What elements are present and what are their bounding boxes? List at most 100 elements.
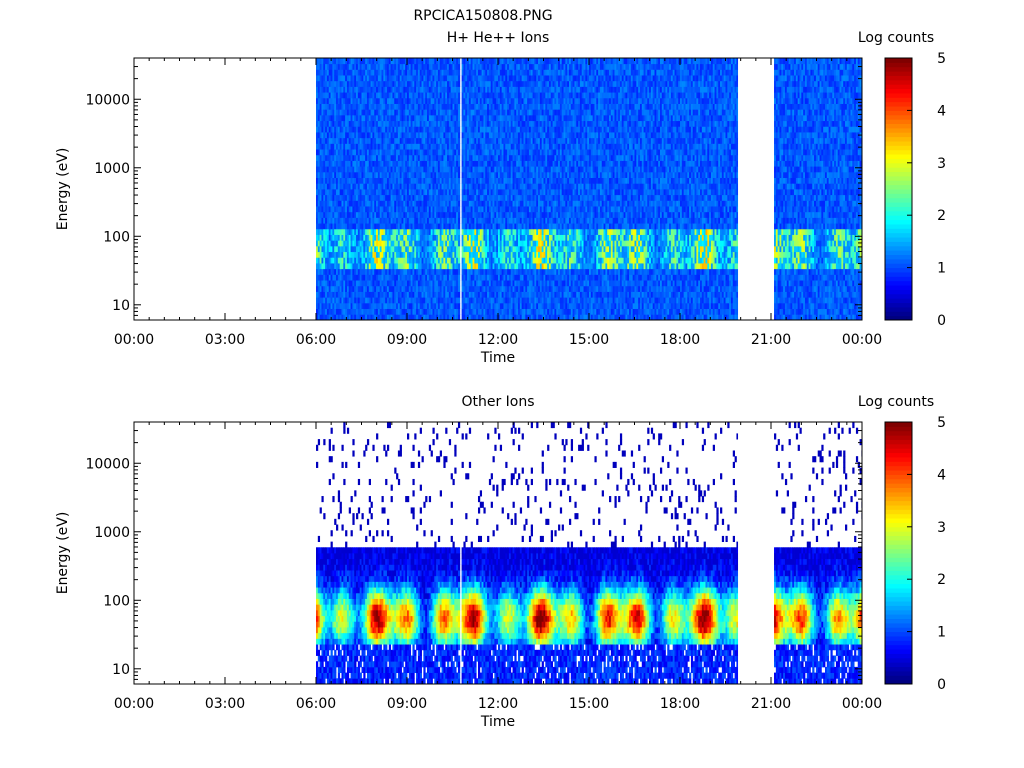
spectrogram-cell [326, 80, 330, 87]
spectrogram-cell [326, 206, 330, 213]
spectrogram-cell [328, 291, 331, 298]
spectrogram-cell [317, 274, 321, 281]
spectrogram-cell [328, 268, 331, 275]
spectrogram-cell [328, 234, 331, 241]
spectrogram-cell [341, 58, 344, 65]
spectrogram-cell [317, 63, 321, 70]
spectrogram-cell [326, 257, 330, 264]
spectrogram-cell [341, 97, 344, 104]
spectrogram-cell [343, 114, 346, 122]
spectrogram-cell [326, 302, 330, 310]
spectrogram-cell [321, 75, 324, 82]
spectrogram-cell [341, 149, 344, 156]
spectrogram-cell [345, 183, 348, 190]
spectrogram-cell [345, 103, 348, 110]
spectrogram-cell [321, 263, 324, 270]
spectrogram-cell [319, 92, 322, 99]
spectrogram-cell [337, 302, 341, 310]
spectrogram-cell [330, 120, 333, 127]
spectrogram-cell [334, 126, 337, 133]
spectrogram-cell [339, 268, 342, 275]
spectrogram-cell [334, 132, 337, 139]
spectrogram-cell [317, 109, 321, 116]
spectrogram-cell [323, 97, 326, 104]
spectrogram-cell [321, 245, 324, 253]
spectrogram-cell [348, 97, 351, 104]
spectrogram-cell [350, 314, 353, 321]
spectrogram-cell [319, 245, 322, 253]
spectrogram-cell [332, 166, 335, 173]
spectrogram-cell [336, 58, 339, 65]
spectrogram-cell [330, 183, 333, 190]
spectrogram-cell [345, 228, 348, 235]
spectrogram-cell [325, 194, 328, 201]
spectrogram-cell [346, 149, 350, 156]
spectrogram-cell [339, 280, 342, 287]
spectrogram-cell [326, 297, 330, 304]
spectrogram-cell [345, 97, 348, 104]
spectrogram-cell [325, 183, 328, 190]
spectrogram-cell [337, 92, 341, 99]
spectrogram-cell [328, 154, 331, 161]
spectrogram-cell [319, 302, 322, 310]
spectrogram-cell [343, 245, 346, 253]
spectrogram-cell [346, 251, 350, 258]
spectrogram-cell [330, 211, 333, 218]
spectrogram-cell [339, 114, 342, 122]
spectrogram-cell [350, 291, 353, 298]
spectrogram-cell [316, 274, 319, 281]
spectrogram-cell [325, 160, 328, 167]
spectrogram-cell [332, 160, 335, 167]
spectrogram-cell [317, 211, 321, 218]
spectrogram-cell [339, 69, 342, 76]
spectrogram-cell [332, 314, 335, 321]
spectrogram-cell [336, 132, 339, 139]
spectrogram-cell [328, 206, 331, 213]
spectrogram-cell [346, 206, 350, 213]
spectrogram-cell [348, 143, 351, 150]
spectrogram-cell [337, 132, 341, 139]
spectrogram-cell [316, 314, 319, 321]
spectrogram-cell [337, 80, 341, 87]
spectrogram-cell [339, 63, 342, 70]
spectrogram-cell [336, 189, 339, 196]
spectrogram-cell [328, 217, 331, 224]
spectrogram-cell [336, 285, 339, 292]
spectrogram-cell [343, 80, 346, 87]
spectrogram-cell [334, 274, 337, 281]
spectrogram-cell [328, 245, 331, 253]
spectrogram-cell [328, 251, 331, 258]
spectrogram-cell [341, 251, 344, 258]
spectrogram-cell [321, 302, 324, 310]
spectrogram-cell [350, 223, 353, 230]
spectrogram-cell [316, 280, 319, 287]
spectrogram-cell [326, 86, 330, 93]
spectrogram-cell [317, 280, 321, 287]
spectrogram-cell [341, 80, 344, 87]
spectrogram-cell [341, 228, 344, 235]
spectrogram-cell [336, 228, 339, 235]
spectrogram-cell [336, 103, 339, 110]
spectrogram-cell [334, 297, 337, 304]
spectrogram-cell [339, 285, 342, 292]
spectrogram-cell [316, 143, 319, 150]
spectrogram-cell [325, 291, 328, 298]
spectrogram-cell [334, 154, 337, 161]
spectrogram-cell [323, 103, 326, 110]
spectrogram-cell [328, 120, 331, 127]
spectrogram-cell [343, 251, 346, 258]
spectrogram-cell [336, 171, 339, 179]
spectrogram-cell [328, 297, 331, 304]
spectrogram-cell [330, 114, 333, 122]
spectrogram-cell [334, 280, 337, 287]
spectrogram-cell [334, 234, 337, 241]
spectrogram-cell [346, 69, 350, 76]
spectrogram-cell [457, 69, 461, 76]
spectrogram-cell [319, 285, 322, 292]
spectrogram-cell [343, 75, 346, 82]
spectrogram-cell [332, 257, 335, 264]
spectrogram-cell [326, 251, 330, 258]
spectrogram-cell [330, 200, 333, 207]
spectrogram-cell [348, 171, 351, 179]
spectrogram-cell [332, 263, 335, 270]
